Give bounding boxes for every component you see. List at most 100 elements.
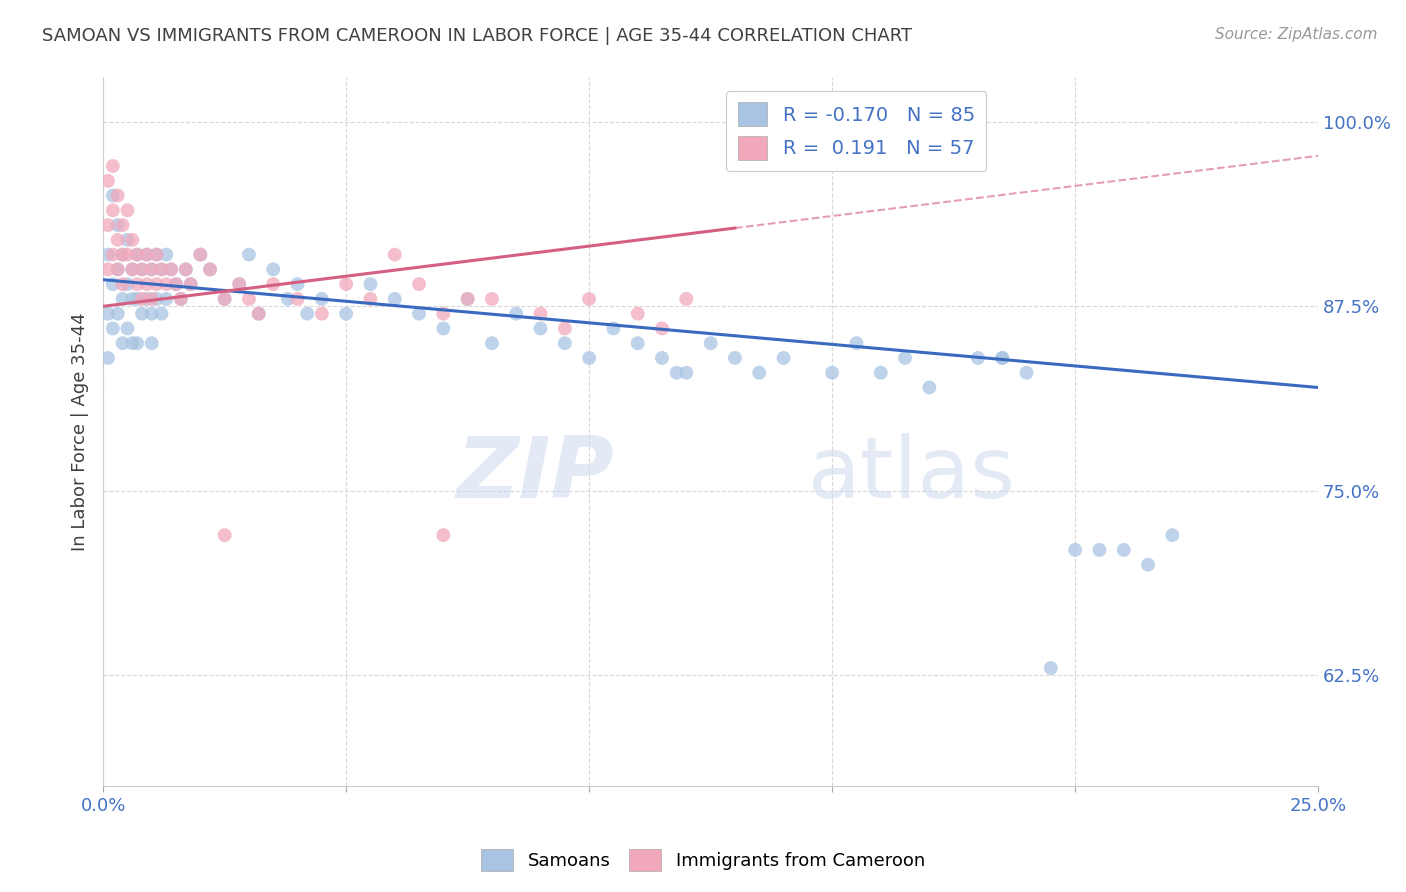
Point [127, 277, 149, 292]
Point [107, 262, 129, 277]
Point [1088, 542, 1111, 557]
Point [107, 262, 129, 277]
Text: Source: ZipAtlas.com: Source: ZipAtlas.com [1215, 27, 1378, 42]
Point [1064, 542, 1087, 557]
Point [724, 351, 747, 365]
Point [165, 277, 187, 292]
Point [311, 292, 333, 306]
Point [198, 262, 221, 277]
Legend: Samoans, Immigrants from Cameroon: Samoans, Immigrants from Cameroon [474, 842, 932, 879]
Point [665, 366, 688, 380]
Point [529, 321, 551, 335]
Point [141, 307, 163, 321]
Point [247, 307, 270, 321]
Point [101, 247, 124, 261]
Point [145, 247, 167, 261]
Point [170, 292, 193, 306]
Point [335, 307, 357, 321]
Point [141, 262, 163, 277]
Point [131, 262, 153, 277]
Point [101, 188, 124, 202]
Point [228, 277, 250, 292]
Point [107, 233, 129, 247]
Point [141, 292, 163, 306]
Point [117, 321, 139, 335]
Point [150, 262, 173, 277]
Point [432, 321, 454, 335]
Point [627, 307, 650, 321]
Point [1039, 661, 1062, 675]
Point [97, 307, 120, 321]
Point [107, 188, 129, 202]
Point [121, 336, 143, 351]
Point [165, 277, 187, 292]
Point [150, 262, 173, 277]
Point [238, 292, 260, 306]
Point [121, 262, 143, 277]
Point [155, 277, 177, 292]
Point [131, 307, 153, 321]
Point [457, 292, 479, 306]
Text: SAMOAN VS IMMIGRANTS FROM CAMEROON IN LABOR FORCE | AGE 35-44 CORRELATION CHART: SAMOAN VS IMMIGRANTS FROM CAMEROON IN LA… [42, 27, 912, 45]
Point [262, 277, 284, 292]
Point [287, 292, 309, 306]
Point [408, 277, 430, 292]
Point [135, 277, 157, 292]
Point [432, 307, 454, 321]
Point [554, 336, 576, 351]
Point [121, 262, 143, 277]
Point [578, 351, 600, 365]
Point [97, 218, 120, 232]
Point [101, 321, 124, 335]
Point [845, 336, 868, 351]
Point [97, 174, 120, 188]
Point [481, 336, 503, 351]
Point [675, 366, 697, 380]
Point [127, 336, 149, 351]
Point [150, 307, 173, 321]
Point [967, 351, 990, 365]
Point [131, 262, 153, 277]
Point [160, 262, 183, 277]
Point [145, 292, 167, 306]
Point [97, 351, 120, 365]
Point [111, 247, 134, 261]
Point [170, 292, 193, 306]
Point [1137, 558, 1160, 572]
Point [247, 307, 270, 321]
Point [869, 366, 891, 380]
Point [127, 247, 149, 261]
Point [262, 262, 284, 277]
Point [121, 292, 143, 306]
Point [141, 336, 163, 351]
Point [335, 277, 357, 292]
Point [155, 292, 177, 306]
Point [894, 351, 917, 365]
Point [359, 292, 381, 306]
Point [117, 247, 139, 261]
Point [991, 351, 1014, 365]
Point [277, 292, 299, 306]
Point [408, 307, 430, 321]
Point [238, 247, 260, 261]
Point [214, 292, 236, 306]
Point [135, 292, 157, 306]
Point [198, 262, 221, 277]
Point [117, 277, 139, 292]
Point [111, 277, 134, 292]
Point [111, 218, 134, 232]
Point [141, 262, 163, 277]
Point [1161, 528, 1184, 542]
Point [1112, 542, 1135, 557]
Point [101, 277, 124, 292]
Point [97, 262, 120, 277]
Point [111, 336, 134, 351]
Point [529, 307, 551, 321]
Point [432, 528, 454, 542]
Point [127, 247, 149, 261]
Point [111, 292, 134, 306]
Point [554, 321, 576, 335]
Point [107, 218, 129, 232]
Text: atlas: atlas [808, 433, 1015, 516]
Point [160, 262, 183, 277]
